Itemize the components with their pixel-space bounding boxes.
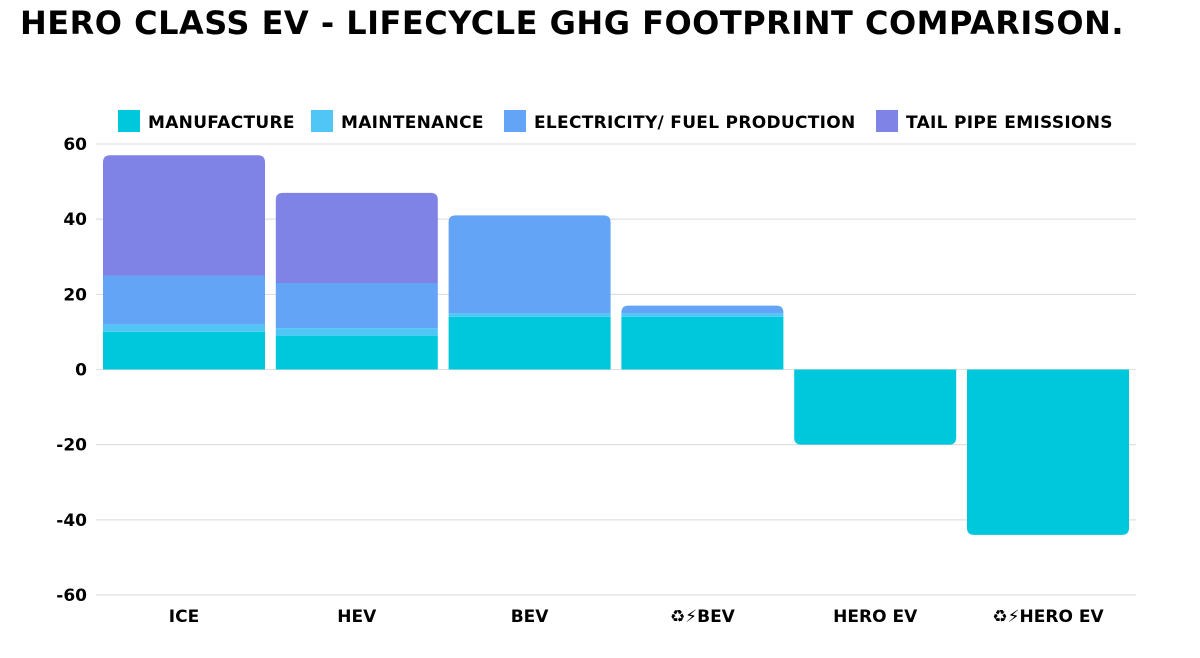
bar-segment-electricity-fuel-production bbox=[621, 305, 784, 314]
x-tick-label: BEV bbox=[511, 607, 550, 627]
bars bbox=[103, 155, 1129, 535]
bar-segment-manufacture bbox=[448, 316, 611, 370]
y-tick-label: 20 bbox=[63, 285, 87, 305]
bar-segment-electricity-fuel-production bbox=[275, 283, 438, 329]
chart-title: HERO CLASS EV - LIFECYCLE GHG FOOTPRINT … bbox=[20, 4, 1124, 42]
x-tick-label: HEV bbox=[337, 607, 377, 627]
bar-segment-tail-pipe-emissions bbox=[103, 155, 265, 276]
y-tick-label: 40 bbox=[63, 210, 87, 230]
bar-segment-manufacture bbox=[103, 331, 265, 370]
y-axis: 60 40 20 0 -20 -40 -60 bbox=[56, 135, 87, 606]
y-tick-label: -20 bbox=[56, 436, 87, 456]
x-tick-label: ♻⚡HERO EV bbox=[992, 607, 1104, 627]
bar-segment-maintenance bbox=[621, 313, 784, 317]
legend-swatch bbox=[504, 110, 526, 132]
legend: MANUFACTURE MAINTENANCE ELECTRICITY/ FUEL … bbox=[118, 110, 1113, 133]
x-tick-label: ♻⚡BEV bbox=[670, 607, 736, 627]
x-tick-label: ICE bbox=[169, 607, 199, 627]
y-tick-label: -40 bbox=[56, 511, 87, 531]
bar-segment-manufacture bbox=[967, 369, 1129, 535]
gridlines bbox=[96, 143, 1136, 596]
legend-label: TAIL PIPE EMISSIONS bbox=[906, 113, 1113, 133]
legend-label: MANUFACTURE bbox=[148, 113, 295, 133]
bar-segment-manufacture bbox=[794, 369, 957, 445]
bar-segment-manufacture bbox=[621, 316, 784, 370]
y-tick-label: -60 bbox=[56, 586, 87, 606]
bar-segment-maintenance bbox=[275, 328, 438, 336]
x-axis: ICE HEV BEV ♻⚡BEV HERO EV ♻⚡HERO EV bbox=[169, 607, 1105, 627]
bar-segment-maintenance bbox=[448, 313, 611, 317]
legend-swatch bbox=[876, 110, 898, 132]
bar-segment-maintenance bbox=[103, 324, 265, 332]
bar-segment-electricity-fuel-production bbox=[103, 275, 265, 325]
legend-swatch bbox=[311, 110, 333, 132]
bar-segment-tail-pipe-emissions bbox=[275, 192, 438, 284]
legend-label: MAINTENANCE bbox=[341, 113, 484, 133]
bar-segment-manufacture bbox=[275, 335, 438, 370]
legend-swatch bbox=[118, 110, 140, 132]
legend-label: ELECTRICITY/ FUEL PRODUCTION bbox=[534, 113, 856, 133]
bar-segment-electricity-fuel-production bbox=[448, 215, 611, 314]
y-tick-label: 0 bbox=[75, 361, 87, 381]
y-tick-label: 60 bbox=[63, 135, 87, 155]
x-tick-label: HERO EV bbox=[833, 607, 918, 627]
